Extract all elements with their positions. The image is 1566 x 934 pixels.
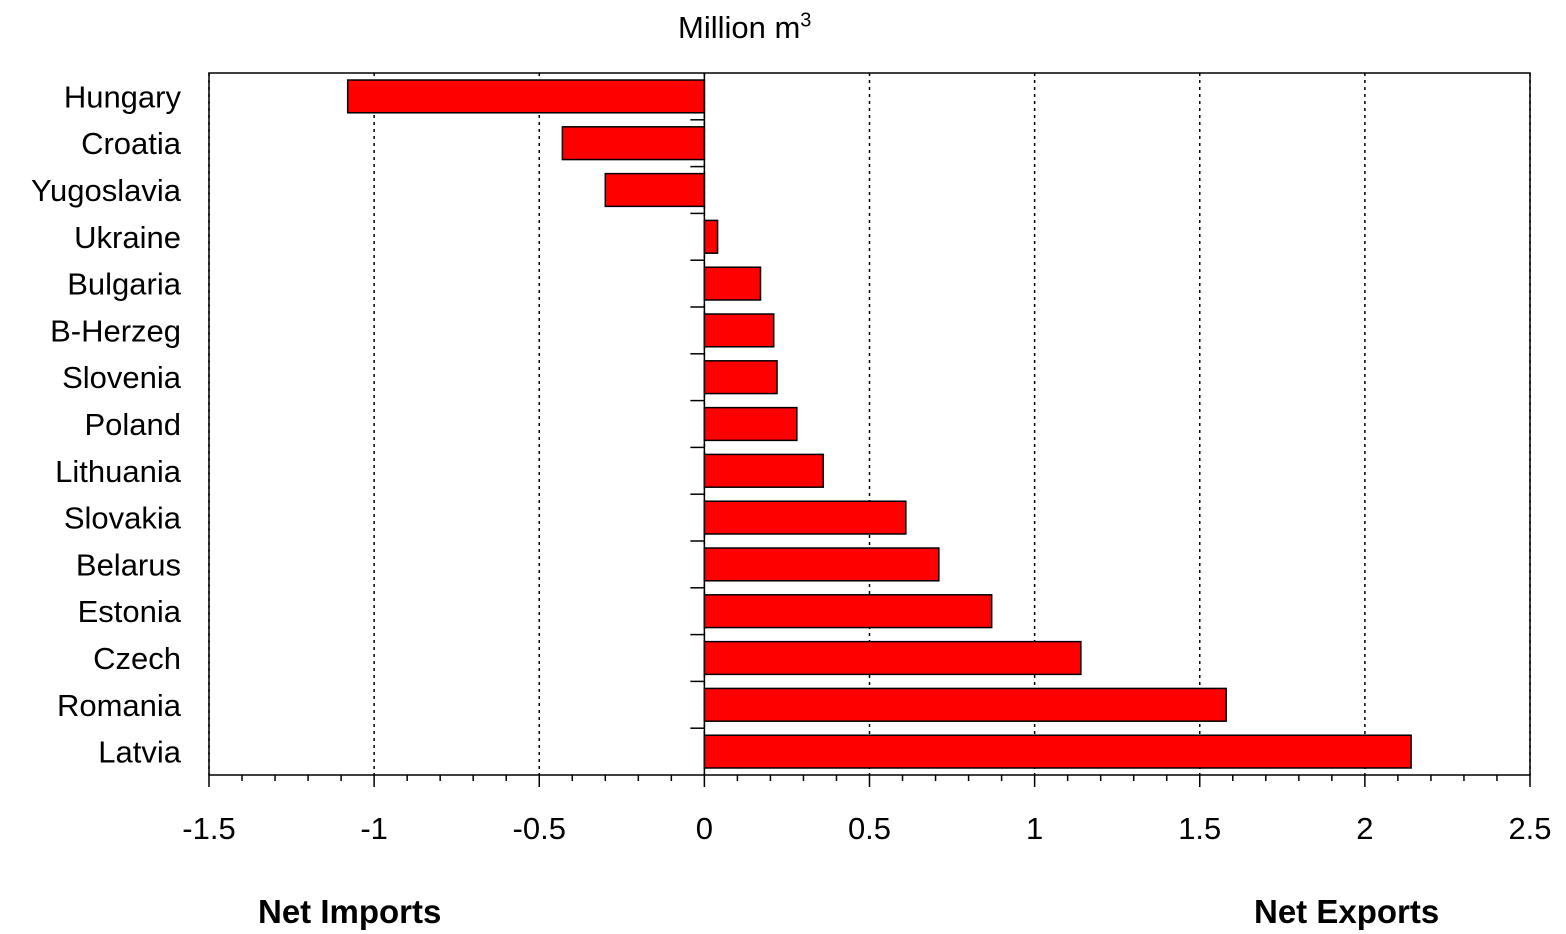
category-label: Ukraine — [74, 220, 181, 255]
category-label: Slovakia — [64, 501, 182, 536]
bar-lithuania — [703, 453, 825, 488]
bar-estonia — [703, 594, 993, 629]
category-label: Belarus — [76, 547, 181, 582]
bar-latvia — [703, 734, 1412, 769]
axes — [208, 72, 1531, 787]
bar-croatia — [561, 126, 706, 161]
bar-slovakia — [703, 500, 907, 535]
unit-label: Million m3 — [678, 10, 811, 46]
category-label: Latvia — [98, 735, 181, 770]
unit-label-superscript: 3 — [800, 9, 812, 32]
x-tick-label: -1.5 — [182, 811, 235, 846]
x-tick-label: 1.5 — [1178, 811, 1221, 846]
x-tick-label: 0 — [696, 811, 713, 846]
category-label: Romania — [57, 688, 182, 723]
category-label: Slovenia — [62, 360, 182, 395]
category-label: Bulgaria — [67, 267, 181, 302]
category-label: Poland — [84, 407, 181, 442]
x-tick-label: 0.5 — [848, 811, 891, 846]
category-label: B-Herzeg — [50, 313, 181, 348]
bar-hungary — [346, 79, 706, 114]
bar-slovenia — [703, 360, 778, 395]
net-imports-label: Net Imports — [258, 893, 442, 930]
category-label: Estonia — [78, 594, 182, 629]
net-exports-label: Net Exports — [1254, 893, 1440, 930]
category-label: Czech — [93, 641, 181, 676]
category-label: Yugoslavia — [31, 173, 182, 208]
bar-belarus — [703, 547, 940, 582]
bar-czech — [703, 640, 1082, 676]
bar-b-herzeg — [703, 313, 775, 348]
category-label: Hungary — [64, 79, 182, 114]
bar-romania — [703, 687, 1227, 722]
category-label: Croatia — [81, 126, 182, 161]
unit-label-text: Million m — [678, 10, 801, 45]
bar-bulgaria — [703, 266, 762, 301]
x-tick-label: -0.5 — [513, 811, 566, 846]
category-label: Lithuania — [55, 454, 182, 489]
bar-poland — [703, 406, 798, 442]
x-tick-label: 2 — [1356, 811, 1373, 846]
labels: Hungary Croatia Yugoslavia Ukraine Bulgaria B… — [31, 79, 1552, 846]
bars — [346, 79, 1412, 769]
bar-yugoslavia — [604, 172, 706, 208]
bar-ukraine — [703, 219, 719, 254]
x-tick-label: 2.5 — [1508, 811, 1551, 846]
x-tick-label: -1 — [360, 811, 388, 846]
x-tick-label: 1 — [1026, 811, 1043, 846]
